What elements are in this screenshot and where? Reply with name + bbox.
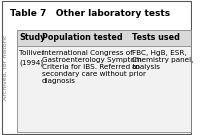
FancyBboxPatch shape — [17, 46, 191, 132]
Text: International Congress of
Gastroenterology Symptom
Criteria for IBS. Referred to: International Congress of Gastroenterolo… — [42, 50, 146, 84]
FancyBboxPatch shape — [17, 30, 191, 46]
FancyBboxPatch shape — [2, 1, 191, 134]
Text: Tolliver: Tolliver — [19, 50, 44, 56]
Text: Archived, for historic: Archived, for historic — [3, 35, 8, 100]
Text: Population tested: Population tested — [42, 33, 122, 42]
Text: Study: Study — [19, 33, 46, 42]
Text: FBC, HgB, ESR,
Chemistry panel,
analysis: FBC, HgB, ESR, Chemistry panel, analysis — [132, 50, 193, 70]
Text: Table 7   Other laboratory tests: Table 7 Other laboratory tests — [10, 9, 170, 18]
Text: Tests used: Tests used — [132, 33, 180, 42]
Text: (1994): (1994) — [19, 60, 43, 66]
